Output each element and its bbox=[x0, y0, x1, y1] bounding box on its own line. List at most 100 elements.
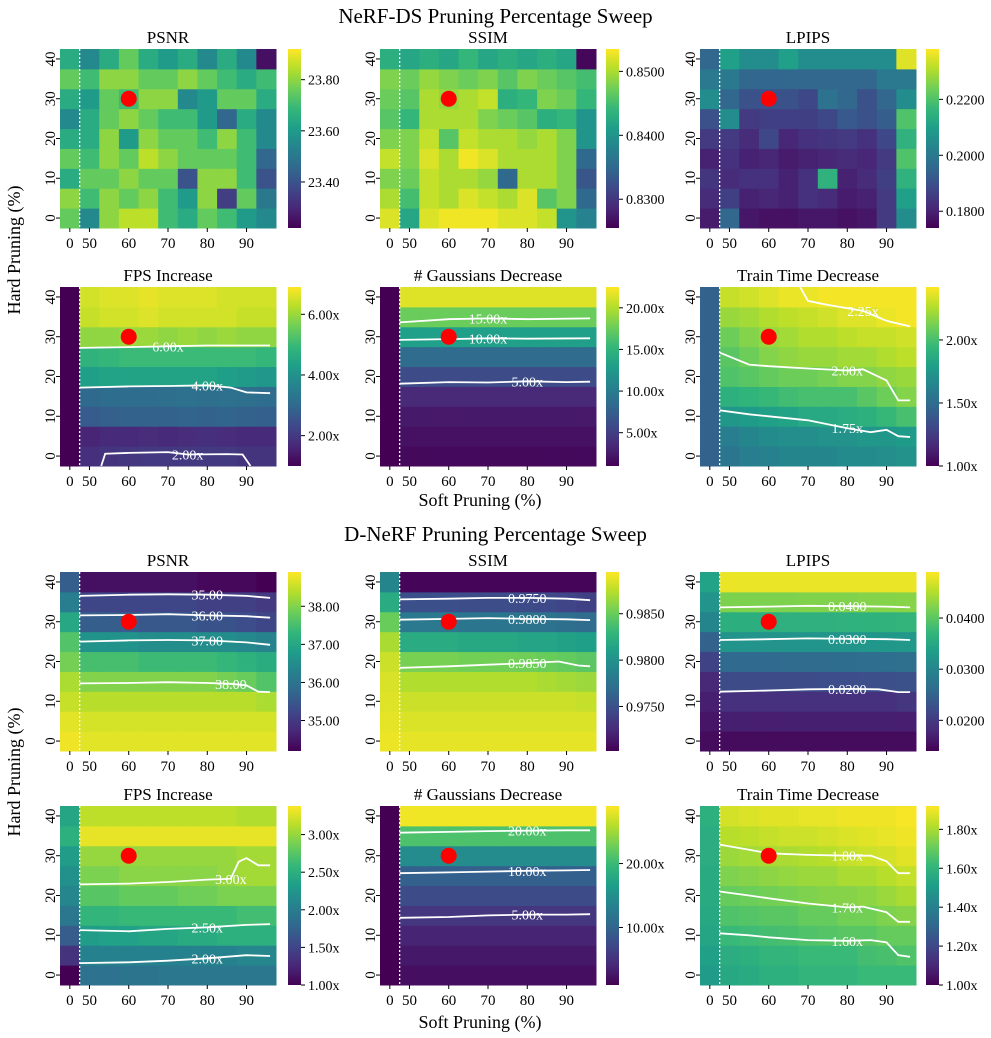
heatmap-cell bbox=[896, 965, 917, 986]
heatmap-cell bbox=[79, 188, 100, 209]
heatmap-cell bbox=[876, 611, 897, 633]
heatmap-cell bbox=[719, 845, 740, 867]
colorbar bbox=[926, 572, 939, 751]
heatmap-cell bbox=[236, 68, 257, 90]
y-tick-label: 40 bbox=[363, 574, 379, 589]
panel-0-2: LPIPS 0 50 60 70 80 90 0 10 20 30 40 0.1800 0.2000 0.2… bbox=[683, 28, 985, 252]
heatmap-cell bbox=[798, 885, 819, 906]
heatmap-cell bbox=[217, 711, 238, 732]
heatmap-cell bbox=[700, 148, 721, 169]
heatmap-cell bbox=[197, 611, 218, 633]
y-tick-label: 30 bbox=[363, 91, 379, 106]
contour-label: 1.75x bbox=[832, 422, 864, 437]
y-tick-label: 0 bbox=[363, 971, 379, 979]
heatmap-cell bbox=[537, 346, 558, 368]
x-tick-label: 50 bbox=[402, 759, 417, 775]
heatmap-cell bbox=[177, 806, 198, 827]
x-tick-label: 60 bbox=[441, 474, 456, 490]
heatmap-cell bbox=[497, 631, 518, 653]
heatmap-cell bbox=[99, 108, 120, 130]
heatmap-cell bbox=[419, 806, 440, 827]
heatmap-cell bbox=[798, 386, 819, 407]
heatmap-cell bbox=[739, 806, 760, 827]
heatmap-cell bbox=[478, 406, 499, 427]
heatmap-cell bbox=[458, 326, 479, 348]
heatmap-cell bbox=[837, 691, 858, 712]
heatmap-cell bbox=[177, 366, 198, 387]
heatmap-cell bbox=[99, 386, 120, 407]
y-tick-label: 20 bbox=[683, 131, 699, 146]
heatmap-cell bbox=[556, 88, 577, 110]
heatmap-cell bbox=[817, 386, 838, 407]
heatmap-cell bbox=[778, 108, 799, 130]
colorbar-tick-label: 0.0300 bbox=[946, 663, 985, 678]
heatmap-cell bbox=[817, 68, 838, 90]
heatmap-cell bbox=[556, 731, 577, 752]
heatmap-cell bbox=[837, 806, 858, 827]
heatmap-cell bbox=[236, 825, 257, 847]
contour-line bbox=[719, 687, 911, 693]
heatmap-cell bbox=[517, 406, 538, 427]
heatmap-cell bbox=[517, 49, 538, 70]
contour-label: 0.0400 bbox=[828, 600, 867, 615]
heatmap-cell bbox=[758, 711, 780, 732]
x-tick-label: 50 bbox=[722, 759, 737, 775]
colorbar-tick-label: 1.50x bbox=[946, 397, 978, 412]
heatmap-cell bbox=[700, 128, 721, 149]
heatmap-cell bbox=[438, 148, 460, 169]
heatmap-cell bbox=[458, 68, 479, 90]
heatmap-cell bbox=[438, 865, 460, 887]
heatmap-cell bbox=[197, 346, 218, 368]
heatmap-cell bbox=[177, 691, 198, 712]
heatmap-cell bbox=[817, 426, 838, 447]
heatmap-cell bbox=[876, 691, 897, 712]
heatmap-cell bbox=[857, 148, 878, 169]
heatmap-cell bbox=[758, 865, 780, 887]
heatmap-cell bbox=[837, 651, 858, 672]
y-tick-label: 10 bbox=[43, 694, 59, 709]
heatmap-cell bbox=[217, 386, 238, 407]
heatmap-cell bbox=[576, 49, 597, 70]
heatmap-cell bbox=[419, 925, 440, 946]
heatmap-cell bbox=[739, 905, 760, 926]
heatmap-cell bbox=[739, 651, 760, 672]
heatmap-cell bbox=[478, 208, 499, 229]
heatmap-cell bbox=[478, 651, 499, 672]
heatmap-cell bbox=[177, 306, 198, 328]
heatmap-cell bbox=[177, 631, 198, 653]
heatmap-cell bbox=[438, 945, 460, 966]
heatmap-cell bbox=[719, 965, 740, 986]
heatmap-cell bbox=[158, 591, 179, 613]
heatmap-cell bbox=[399, 591, 420, 613]
y-tick-label: 10 bbox=[363, 928, 379, 943]
heatmap-cell bbox=[517, 572, 538, 593]
y-tick-label: 40 bbox=[683, 289, 699, 304]
colorbar bbox=[288, 572, 301, 751]
heatmap-cell bbox=[380, 731, 401, 752]
heatmap-cell bbox=[517, 611, 538, 633]
heatmap-cell bbox=[556, 611, 577, 633]
heatmap-cell bbox=[537, 905, 558, 926]
heatmap-cell bbox=[739, 691, 760, 712]
heatmap-cell bbox=[197, 591, 218, 613]
x-tick-label: 50 bbox=[82, 993, 97, 1009]
heatmap-cell bbox=[537, 306, 558, 328]
heatmap-cell bbox=[758, 671, 780, 692]
heatmap-cell bbox=[380, 845, 401, 867]
heatmap-cell bbox=[719, 68, 740, 90]
heatmap-cell bbox=[438, 168, 460, 189]
contour-line bbox=[399, 660, 591, 669]
heatmap-cell bbox=[399, 108, 420, 130]
heatmap-cell bbox=[236, 366, 257, 387]
y-tick-label: 0 bbox=[683, 452, 699, 460]
heatmap-cell bbox=[700, 925, 721, 946]
heatmap-cell bbox=[517, 731, 538, 752]
heatmap-cell bbox=[857, 88, 878, 110]
heatmap-cell bbox=[478, 631, 499, 653]
heatmap-cell bbox=[177, 108, 198, 130]
heatmap-cell bbox=[60, 426, 81, 447]
panel-0-5: Train Time Decrease 1.75x 2.00x 2.25x 0 50 60 7… bbox=[683, 266, 978, 490]
x-tick-label: 0 bbox=[386, 993, 394, 1009]
heatmap-cell bbox=[798, 806, 819, 827]
heatmap-cell bbox=[236, 346, 257, 368]
